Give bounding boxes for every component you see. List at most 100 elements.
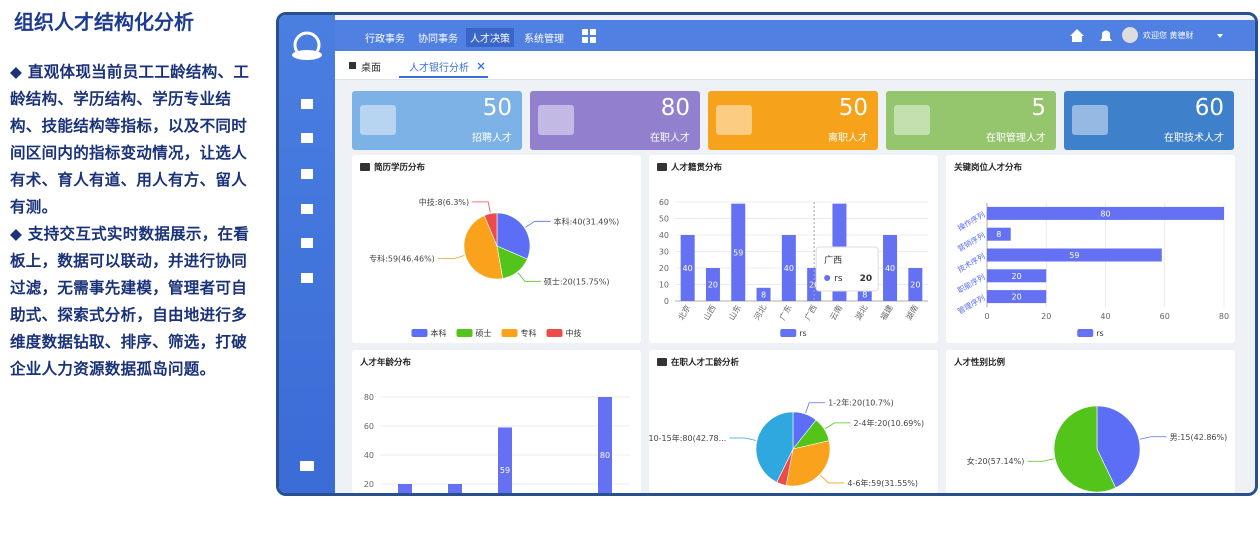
pie-slice (496, 212, 531, 260)
user-name[interactable]: 欢迎您 黄德财 (1143, 31, 1194, 40)
pie-slice (463, 215, 504, 280)
data-label: 80 (600, 451, 610, 460)
icon[interactable] (301, 238, 313, 248)
pie-slice (483, 212, 498, 247)
legend: rs (1077, 329, 1104, 338)
bar (987, 248, 1162, 262)
pie-slice (755, 411, 794, 483)
x-tick-label: 山东 (726, 303, 743, 322)
data-label: 80 (1100, 209, 1110, 218)
kpi-card[interactable]: 5 在职管理人才 (886, 91, 1056, 150)
icon[interactable] (301, 169, 313, 179)
pie-slice (1053, 405, 1117, 493)
y-tick-label: 营销序列 (956, 230, 987, 254)
bar (987, 206, 1224, 220)
pie-slice (1096, 405, 1141, 489)
kpi-label: 在职技术人才 (1164, 133, 1224, 144)
menu-item[interactable]: 行政事务 (365, 34, 405, 45)
legend-swatch (546, 329, 563, 337)
avatar[interactable] (1122, 27, 1138, 43)
legend: rs (780, 329, 807, 338)
chart-title: 人才籍贯分布 (671, 162, 723, 173)
data-label: 8 (996, 230, 1001, 239)
apps-icon[interactable] (590, 37, 596, 43)
menu-item[interactable]: 系统管理 (524, 34, 564, 45)
close-icon[interactable] (477, 62, 485, 70)
bell-icon[interactable] (1100, 30, 1112, 42)
leader-line (525, 220, 551, 228)
tab[interactable]: 桌面 (361, 63, 381, 74)
bar (883, 235, 898, 301)
tab-bar: 桌面 人才银行分析 (335, 51, 1255, 80)
data-label: 59 (1069, 251, 1079, 260)
data-label: 20 (1012, 293, 1022, 302)
leader-line (729, 437, 757, 441)
bar (987, 269, 1047, 283)
leader-line (824, 422, 851, 430)
kpi-label: 在职人才 (650, 133, 690, 144)
data-label: 20 (910, 281, 920, 290)
legend-label: 本科 (431, 328, 447, 338)
bar (448, 484, 462, 493)
data-label: 中技:8(6.3%) (419, 197, 469, 207)
y-tick-label: 40 (659, 231, 669, 240)
x-tick-label: 北京 (676, 303, 693, 322)
y-tick-label: 职能序列 (956, 271, 987, 295)
home-icon[interactable] (1070, 29, 1084, 42)
chart-title: 简历学历分布 (374, 162, 426, 173)
bar (987, 227, 1011, 241)
data-label: 硕士:20(15.75%) (544, 276, 610, 286)
title-icon (657, 163, 667, 171)
kpi-card[interactable]: 80 在职人才 (530, 91, 700, 150)
chart-title: 人才性别比例 (954, 357, 1006, 368)
x-tick-label: 0 (984, 312, 989, 321)
bar (908, 268, 923, 301)
x-tick-label: 80 (1219, 312, 1229, 321)
data-label: 40 (885, 264, 895, 273)
tooltip-title: 广西 (824, 254, 842, 266)
apps-icon[interactable] (582, 37, 588, 43)
x-tick-label: 云南 (828, 303, 845, 322)
paragraph: ◆ 直观体现当前员工工龄结构、工龄结构、学历结构、学历专业结构、技能结构等指标，… (10, 63, 250, 216)
kpi-icon (716, 105, 752, 135)
kpi-icon (894, 105, 930, 135)
icon[interactable] (301, 99, 313, 109)
legend-swatch (501, 329, 518, 337)
data-label: 59 (500, 466, 510, 475)
chart: 人才年龄分布20406080202059880 (360, 357, 630, 493)
menu-item[interactable]: 人才决策 (466, 28, 514, 47)
icon[interactable] (301, 273, 313, 283)
kpi-card[interactable]: 50 离职人才 (708, 91, 878, 150)
x-tick-label: 40 (1100, 312, 1110, 321)
legend-label: 中技 (566, 328, 582, 338)
tooltip-value: 20 (860, 274, 873, 284)
caret[interactable] (1217, 34, 1223, 38)
data-label: 40 (683, 264, 693, 273)
sidebar-icons (292, 31, 322, 471)
title-icon (360, 163, 370, 171)
bar (398, 484, 412, 493)
icon[interactable] (300, 461, 314, 471)
tooltip (815, 246, 879, 292)
kpi-icon (1072, 105, 1108, 135)
leader-line (437, 255, 465, 260)
home-icon (349, 62, 356, 69)
chart-panel: 人才籍贯分布 0 10 20 30 40 50 60 北京 山西 山东 河北 广东 广西 云南 湖北 福建 湖南 4… (649, 155, 938, 343)
heading: 组织人才结构化分析 (14, 10, 194, 34)
apps-icon[interactable] (590, 29, 596, 35)
kpi-card[interactable]: 50 招聘人才 (352, 91, 522, 150)
icon[interactable] (301, 133, 313, 143)
bar (987, 290, 1047, 304)
chart-panel: 简历学历分布 本科:40(31.49%) 硕士:20(15.75%) 专科:59(46… (352, 155, 641, 343)
bar (781, 235, 796, 301)
menu-item[interactable]: 协同事务 (418, 34, 458, 45)
chart-title: 人才年龄分布 (360, 357, 412, 368)
data-label: 8 (761, 290, 766, 299)
tab[interactable]: 人才银行分析 (409, 63, 469, 74)
icon[interactable] (301, 204, 313, 214)
kpi-card[interactable]: 60 在职技术人才 (1064, 91, 1234, 150)
bar (498, 427, 512, 493)
apps-icon[interactable] (582, 29, 588, 35)
